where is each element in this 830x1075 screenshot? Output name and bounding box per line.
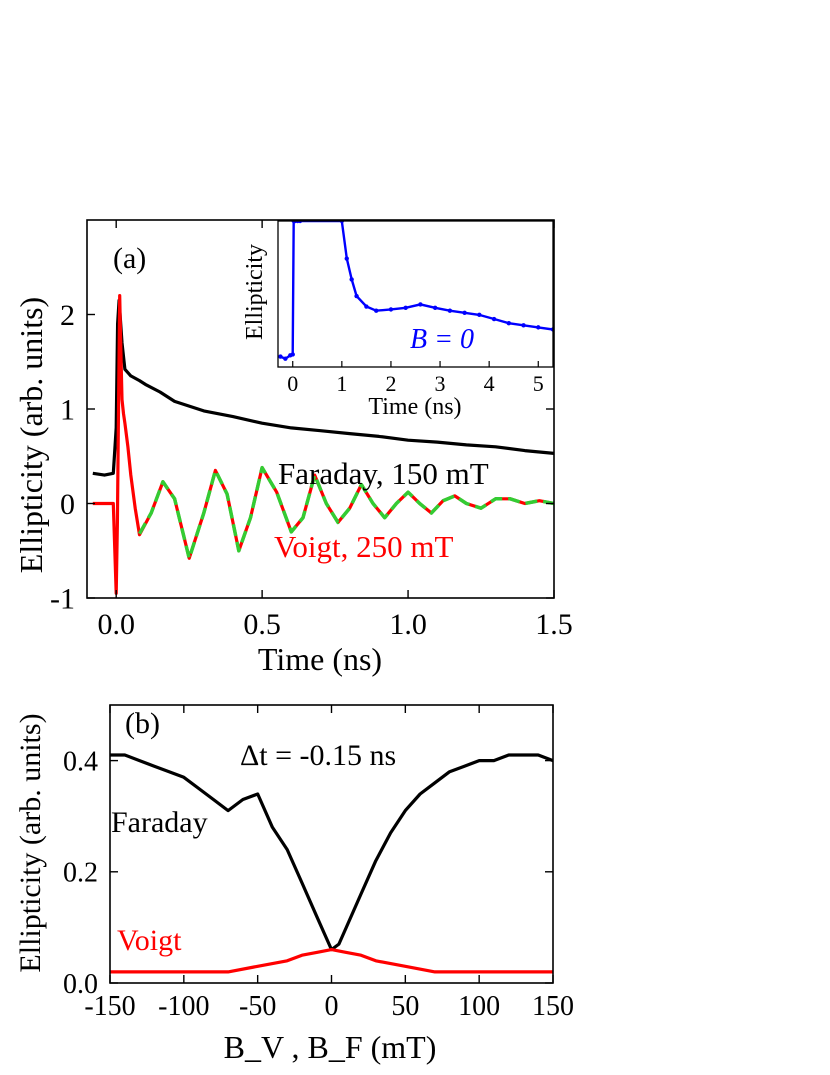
inset-background [278, 221, 553, 367]
panel-b-x-axis-label: B_V , B_F (mT) [224, 1029, 437, 1065]
inset-x-axis-label: Time (ns) [368, 394, 461, 420]
inset-frame [277, 220, 554, 368]
panel-a-annotation-faraday: Faraday, 150 mT [278, 456, 489, 491]
panel-b-x-tick-label: 0 [325, 991, 339, 1022]
panel-b-annotation-faraday: Faraday [111, 806, 208, 839]
inset-point [344, 256, 349, 261]
faraday-trace [110, 753, 554, 952]
inset-x-tick-label: 2 [385, 371, 396, 396]
inset-point [447, 308, 453, 313]
panel-a-y-tick-label: 2 [60, 299, 75, 332]
inset-x-tick-label: 5 [533, 371, 544, 396]
panel-b-x-tick-label: 100 [458, 991, 500, 1022]
panel-b-y-ticks: 0.0 0.2 0.4 [63, 746, 553, 1000]
panel-b-annotation-delta-t: Δt = -0.15 ns [240, 739, 396, 772]
panel-a-y-tick-label: -1 [50, 583, 75, 616]
inset-point [536, 325, 541, 330]
panel-b-x-tick-label: 150 [532, 991, 574, 1022]
inset-trace [280, 221, 553, 361]
inset-point [283, 356, 288, 361]
inset-point [418, 302, 423, 307]
panel-a-label: (a) [113, 242, 146, 275]
panel-b-y-tick-label: 0.2 [63, 858, 98, 889]
inset-x-tick-label: 0 [287, 371, 298, 396]
inset-point [506, 321, 512, 326]
inset-point [521, 323, 526, 328]
panel-a-series [92, 294, 554, 595]
panel-b-x-ticks: -150 -100 -50 0 50 100 150 [84, 705, 574, 1022]
panel-b-x-tick-label: -100 [158, 991, 209, 1022]
inset-point [364, 304, 369, 309]
panel-a-x-tick-label: 1.0 [389, 608, 427, 641]
voigt-trace [110, 948, 553, 974]
panel-a-x-axis-label: Time (ns) [258, 641, 382, 677]
inset-series [278, 221, 553, 361]
panel-b-label: (b) [125, 707, 160, 740]
inset-x-tick-label: 4 [484, 371, 495, 396]
panel-a-y-axis-label: Ellipticity (arb. units) [13, 297, 49, 573]
inset-point [349, 277, 354, 282]
panel-b-y-tick-label: 0.0 [63, 969, 98, 1000]
inset-x-ticks: 0 1 2 3 4 5 [287, 361, 544, 396]
voigt-fit-curve [137, 465, 554, 561]
panel-a-x-tick-label: 0.5 [243, 608, 281, 641]
panel-b-y-axis-label: Ellipticity (arb. units) [14, 713, 47, 972]
panel-b: -150 -100 -50 0 50 100 150 0.0 0.2 0.4 (b) Δt = … [14, 704, 574, 1065]
inset-point [403, 305, 408, 310]
panel-b-x-tick-label: -50 [239, 991, 276, 1022]
inset-annotation: B = 0 [410, 324, 474, 355]
panel-b-x-tick-label: 50 [391, 991, 419, 1022]
panel-a-x-ticks: 0.0 0.5 1.0 1.5 [97, 220, 573, 641]
inset-point [374, 308, 379, 313]
panel-a-annotation-voigt: Voigt, 250 mT [274, 529, 453, 564]
inset-point [432, 305, 438, 310]
inset-point [491, 316, 497, 322]
inset-point [278, 354, 283, 359]
inset: 0 1 2 3 4 5 B = 0 Time (ns) Ellipticity [242, 220, 554, 420]
panel-a: 0.0 0.5 1.0 1.5 -1 0 1 2 (a) Faraday, 150 mT V… [13, 219, 573, 677]
inset-point [290, 352, 295, 357]
panel-a-y-tick-label: 1 [60, 394, 75, 427]
panel-b-annotation-voigt: Voigt [117, 924, 182, 957]
inset-point [477, 312, 482, 318]
panel-a-y-tick-label: 0 [60, 488, 75, 521]
inset-y-axis-label: Ellipticity [242, 244, 268, 340]
inset-point [388, 307, 394, 312]
inset-x-tick-label: 1 [336, 371, 347, 396]
panel-b-series [110, 753, 554, 974]
panel-a-x-tick-label: 1.5 [535, 608, 573, 641]
inset-point [462, 310, 467, 315]
panel-b-x-tick-label: -150 [84, 991, 135, 1022]
panel-a-x-tick-label: 0.0 [97, 608, 135, 641]
inset-point [354, 293, 359, 299]
inset-x-tick-label: 3 [435, 371, 446, 396]
panel-b-y-tick-label: 0.4 [63, 746, 98, 777]
